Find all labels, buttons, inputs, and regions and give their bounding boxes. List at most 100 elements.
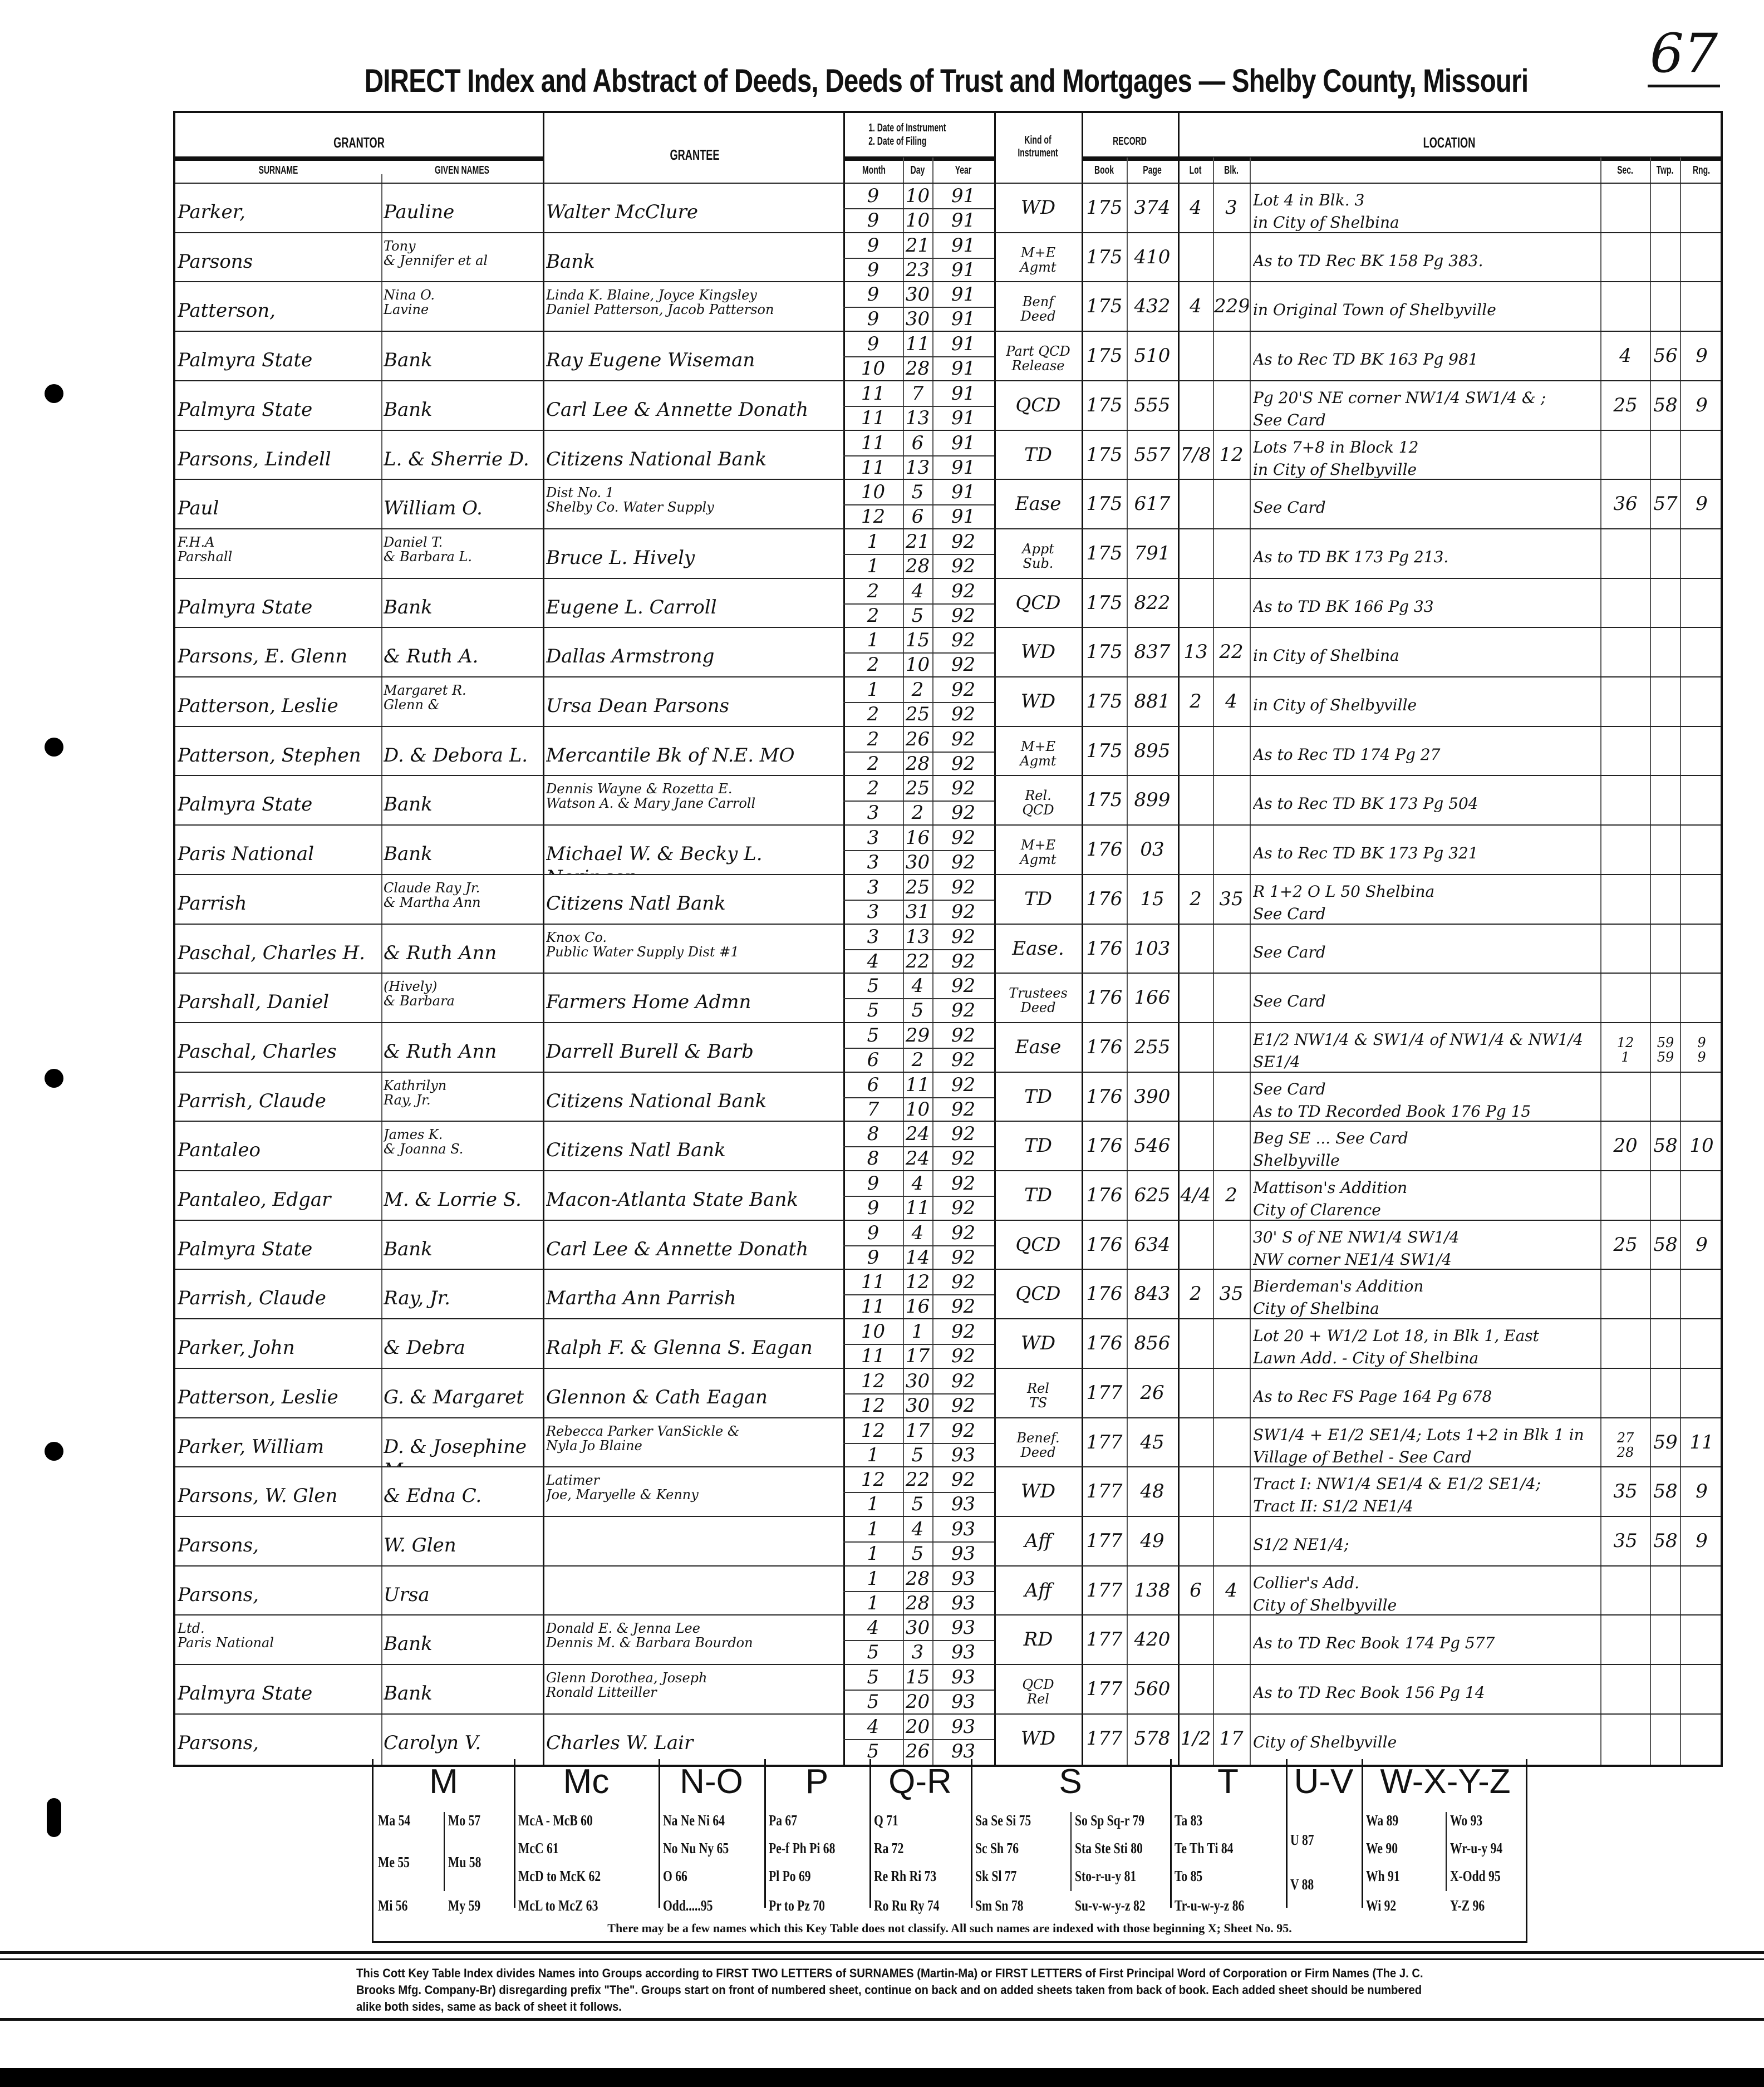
date-divider [843,1492,994,1494]
instrument-kind: TD [1024,887,1052,910]
block [1214,1418,1249,1468]
location: As to Rec TD 174 Pg 27 [1253,745,1441,764]
binder-hole [45,384,63,403]
instrument-year: 92 [951,1073,976,1096]
instrument-day: 13 [905,925,930,948]
date-divider [843,1640,994,1642]
filing-day: 3 [911,1641,924,1664]
record-page: 138 [1134,1579,1171,1602]
instrument-day: 1 [911,1320,924,1343]
section: 36 [1613,493,1638,515]
grantor-given-names: W. Glen [384,1534,456,1556]
instrument-kind: QCD [1015,1233,1061,1256]
instrument-kind: Rel. QCD [1022,788,1054,818]
record-page: 03 [1140,838,1164,861]
filing-year: 92 [951,554,976,577]
instrument-month: 4 [867,1715,879,1738]
grantor-surname: Parrish, Claude [178,1287,326,1310]
filing-year: 92 [951,900,976,923]
header-grantee: GRANTEE [670,146,720,163]
instrument-kind: QCD [1015,591,1061,614]
header-month: Month [862,164,886,176]
grantee: Rebecca Parker VanSickle & Nyla Jo Blain… [546,1423,740,1453]
record-book: 176 [1086,838,1123,861]
grantor-surname: Parshall, Daniel [178,991,330,1014]
location: As to Rec TD BK 163 Pg 981 [1253,350,1478,369]
filing-day: 17 [905,1345,930,1368]
township: 59 [1653,1431,1678,1453]
key-item: Ma 54 [378,1812,411,1829]
lot [1179,1665,1212,1715]
filing-day: 30 [905,308,930,331]
grantor-given-names: Ursa [384,1583,430,1606]
range: 10 [1689,1135,1714,1157]
record-book: 175 [1086,394,1123,416]
grantor-given-names: Bank [384,596,433,618]
block: 17 [1219,1727,1244,1750]
table-row: Parsons Tony & Jennifer et al Bank M+E Agmt… [175,232,1721,283]
instrument-year: 92 [951,876,976,898]
record-page: 856 [1134,1332,1171,1355]
block [1214,1615,1249,1665]
grantee: Ray Eugene Wiseman [546,349,755,372]
filing-month: 1 [867,554,879,577]
location: Lots 7+8 in Block 12 in City of Shelbyvi… [1253,438,1419,479]
filing-month: 12 [861,505,886,528]
instrument-year: 93 [951,1518,976,1540]
instrument-month: 3 [867,827,879,849]
grantee: Citizens Natl Bank [546,1139,726,1162]
instrument-month: 9 [867,283,879,306]
record-book: 177 [1086,1727,1123,1750]
table-row: Parker, John & Debra Ralph F. & Glenna S. … [175,1318,1721,1369]
key-group-t: T [1217,1762,1239,1801]
filing-month: 9 [867,209,879,232]
record-book: 175 [1086,789,1123,812]
grantee: Donald E. & Jenna Lee Dennis M. & Barbar… [546,1621,753,1651]
grantor-surname: Parsons, [178,1583,259,1606]
lot [1179,381,1212,431]
section [1601,974,1649,1023]
section: 4 [1619,345,1632,367]
range [1681,233,1722,283]
instrument-day: 4 [911,1221,924,1244]
filing-month: 2 [867,752,879,775]
instrument-year: 93 [951,1715,976,1738]
key-group-m: M [429,1762,458,1801]
section [1601,184,1649,233]
block: 4 [1225,1579,1237,1602]
record-page: 634 [1134,1233,1171,1256]
grantor-given-names: William O. [384,497,483,520]
table-row: Pantaleo, Edgar M. & Lorrie S. Macon-Atlan… [175,1170,1721,1221]
grantee: Carl Lee & Annette Donath [546,1238,809,1260]
instrument-year: 92 [951,728,976,750]
filing-year: 92 [951,851,976,874]
date-divider [843,307,994,308]
key-item: McA - McB 60 [518,1812,593,1829]
filing-month: 11 [861,1345,886,1368]
filing-month: 11 [861,406,886,429]
section [1601,826,1649,875]
grantor-surname: Parsons, [178,1731,259,1754]
grantor-given-names: Bank [384,1238,433,1260]
record-page: 843 [1134,1283,1171,1305]
range [1681,875,1722,925]
block [1214,1369,1249,1418]
grantor-given-names: Claude Ray Jr. & Martha Ann [384,880,481,910]
record-book: 175 [1086,739,1123,762]
filing-month: 4 [867,950,879,973]
township: 58 [1653,394,1678,416]
date-divider [843,702,994,703]
key-item: To 85 [1175,1868,1203,1884]
instrument-month: 1 [867,1518,879,1540]
grantor-given-names: Kathrilyn Ray, Jr. [384,1077,447,1108]
grantor-surname: Patterson, [178,299,276,322]
filing-day: 22 [905,950,930,973]
section [1601,1567,1649,1616]
table-row: Parsons, Lindell L. & Sherrie D. Citizens … [175,429,1721,480]
block [1214,1517,1249,1567]
instrument-kind: Part QCD Release [1006,343,1070,374]
township [1651,431,1680,480]
filing-year: 92 [951,752,976,775]
grantor-given-names: Bank [384,349,433,372]
grantor-surname: Patterson, Stephen [178,744,361,767]
